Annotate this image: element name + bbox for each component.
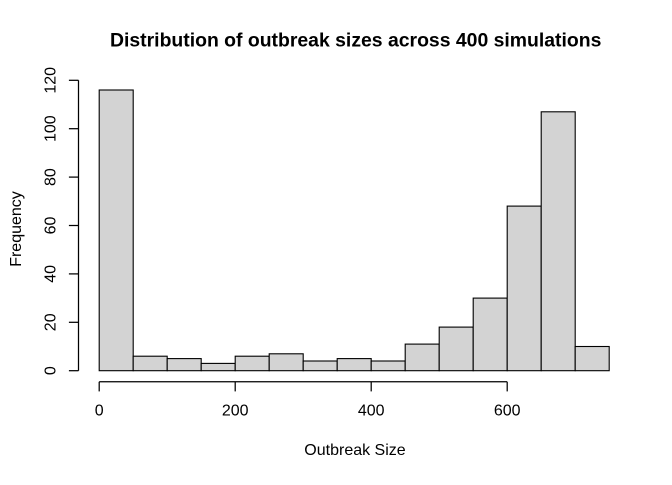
svg-text:200: 200 <box>222 403 249 420</box>
svg-text:0: 0 <box>43 366 60 375</box>
svg-text:120: 120 <box>43 67 60 94</box>
svg-text:80: 80 <box>43 168 60 186</box>
svg-text:600: 600 <box>494 403 521 420</box>
svg-text:Outbreak Size: Outbreak Size <box>304 442 405 459</box>
svg-text:Distribution of outbreak sizes: Distribution of outbreak sizes across 40… <box>110 29 601 51</box>
svg-text:400: 400 <box>358 403 385 420</box>
svg-text:60: 60 <box>43 217 60 235</box>
svg-text:20: 20 <box>43 313 60 331</box>
svg-text:0: 0 <box>95 403 104 420</box>
svg-text:Frequency: Frequency <box>8 191 25 267</box>
svg-text:40: 40 <box>43 265 60 283</box>
svg-text:100: 100 <box>43 115 60 142</box>
